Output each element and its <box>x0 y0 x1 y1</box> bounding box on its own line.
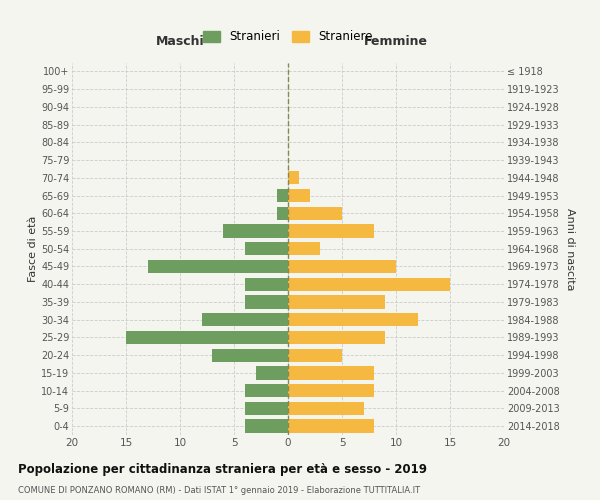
Bar <box>288 224 374 237</box>
Bar <box>202 313 288 326</box>
Bar <box>148 260 288 273</box>
Text: Femmine: Femmine <box>364 36 428 49</box>
Bar <box>288 242 320 256</box>
Bar <box>288 366 374 380</box>
Bar <box>288 206 342 220</box>
Bar <box>288 171 299 184</box>
Bar <box>277 206 288 220</box>
Text: Maschi: Maschi <box>155 36 205 49</box>
Bar <box>256 366 288 380</box>
Bar <box>126 331 288 344</box>
Bar <box>288 331 385 344</box>
Bar <box>288 420 374 433</box>
Bar <box>212 348 288 362</box>
Text: COMUNE DI PONZANO ROMANO (RM) - Dati ISTAT 1° gennaio 2019 - Elaborazione TUTTIT: COMUNE DI PONZANO ROMANO (RM) - Dati IST… <box>18 486 420 495</box>
Bar <box>223 224 288 237</box>
Y-axis label: Fasce di età: Fasce di età <box>28 216 38 282</box>
Bar <box>288 189 310 202</box>
Text: Popolazione per cittadinanza straniera per età e sesso - 2019: Popolazione per cittadinanza straniera p… <box>18 462 427 475</box>
Bar <box>288 313 418 326</box>
Bar <box>245 242 288 256</box>
Bar <box>245 278 288 291</box>
Bar <box>288 348 342 362</box>
Bar <box>245 420 288 433</box>
Bar <box>288 260 396 273</box>
Bar <box>245 402 288 415</box>
Y-axis label: Anni di nascita: Anni di nascita <box>565 208 575 290</box>
Bar <box>288 278 450 291</box>
Bar <box>245 384 288 398</box>
Bar <box>277 189 288 202</box>
Bar <box>288 384 374 398</box>
Bar <box>288 402 364 415</box>
Legend: Stranieri, Straniere: Stranieri, Straniere <box>199 26 377 48</box>
Bar <box>245 296 288 308</box>
Bar <box>288 296 385 308</box>
